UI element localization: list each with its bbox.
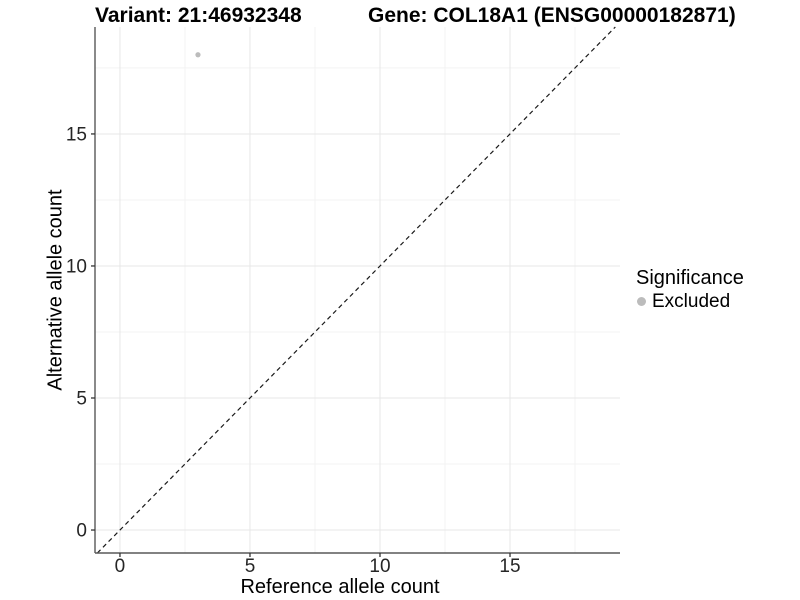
- legend-item-label: Excluded: [652, 291, 731, 312]
- data-points: [195, 52, 201, 58]
- data-point: [195, 52, 201, 58]
- y-tick-label: 10: [66, 257, 87, 278]
- legend: Significance Excluded: [636, 266, 744, 313]
- y-tick-label: 15: [66, 125, 87, 146]
- tick-labels: 0 5 10 15 0 5 10 15: [66, 125, 521, 577]
- tick-marks: [91, 133, 511, 557]
- minor-gridlines: [95, 27, 620, 553]
- identity-line: [96, 26, 616, 554]
- plot-title-variant: Variant: 21:46932348: [95, 4, 302, 27]
- y-tick-label: 5: [76, 389, 87, 410]
- plot-title-gene: Gene: COL18A1 (ENSG00000182871): [368, 4, 736, 27]
- x-tick-label: 10: [369, 556, 390, 577]
- y-axis-title: Alternative allele count: [44, 189, 67, 391]
- legend-item-excluded: Excluded: [636, 290, 744, 313]
- legend-title: Significance: [636, 267, 744, 289]
- legend-point-icon: [637, 297, 646, 306]
- x-tick-label: 5: [245, 556, 256, 577]
- axis-lines: [94, 27, 620, 554]
- x-tick-label: 0: [115, 556, 126, 577]
- y-tick-label: 0: [76, 521, 87, 542]
- major-gridlines: [95, 27, 620, 553]
- identity-dashed-line: [96, 26, 616, 554]
- x-axis-title: Reference allele count: [240, 576, 440, 598]
- x-tick-label: 15: [499, 556, 520, 577]
